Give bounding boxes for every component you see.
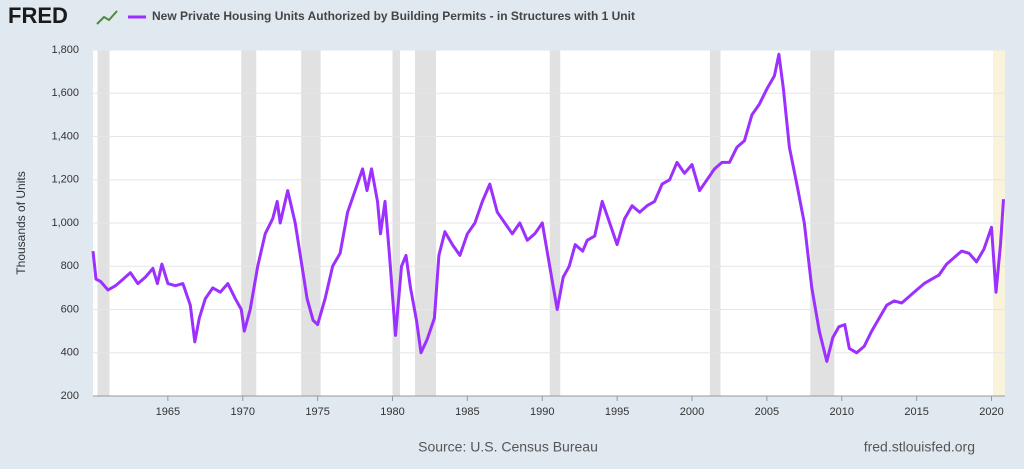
y-tick-label: 1,000 [51, 217, 79, 229]
x-tick-label: 1990 [530, 406, 554, 418]
x-tick-label: 1965 [156, 406, 180, 418]
y-axis-label: Thousands of Units [14, 171, 28, 274]
source: Source: U.S. Census Bureau [418, 439, 598, 455]
legend-label: New Private Housing Units Authorized by … [152, 9, 635, 23]
x-tick-label: 1980 [380, 406, 404, 418]
y-tick-label: 400 [61, 347, 79, 359]
x-tick-label: 1975 [305, 406, 329, 418]
y-tick-label: 1,800 [51, 44, 79, 56]
x-tick-label: 1985 [455, 406, 479, 418]
y-tick-label: 1,600 [51, 87, 79, 99]
y-tick-label: 800 [61, 260, 79, 272]
series-line [91, 52, 1005, 363]
x-tick-label: 2010 [830, 406, 854, 418]
x-tick-label: 2020 [979, 406, 1003, 418]
y-tick-label: 1,400 [51, 130, 79, 142]
site: fred.stlouisfed.org [864, 439, 975, 455]
logo-icon [96, 10, 118, 25]
x-tick-label: 2000 [680, 406, 704, 418]
y-tick-label: 1,200 [51, 174, 79, 186]
x-tick-label: 2005 [755, 406, 779, 418]
x-tick-label: 1970 [231, 406, 255, 418]
x-tick-label: 2015 [904, 406, 928, 418]
x-tick-label: 1995 [605, 406, 629, 418]
logo: FRED [8, 3, 68, 28]
y-tick-label: 600 [61, 303, 79, 315]
y-tick-label: 200 [61, 390, 79, 402]
